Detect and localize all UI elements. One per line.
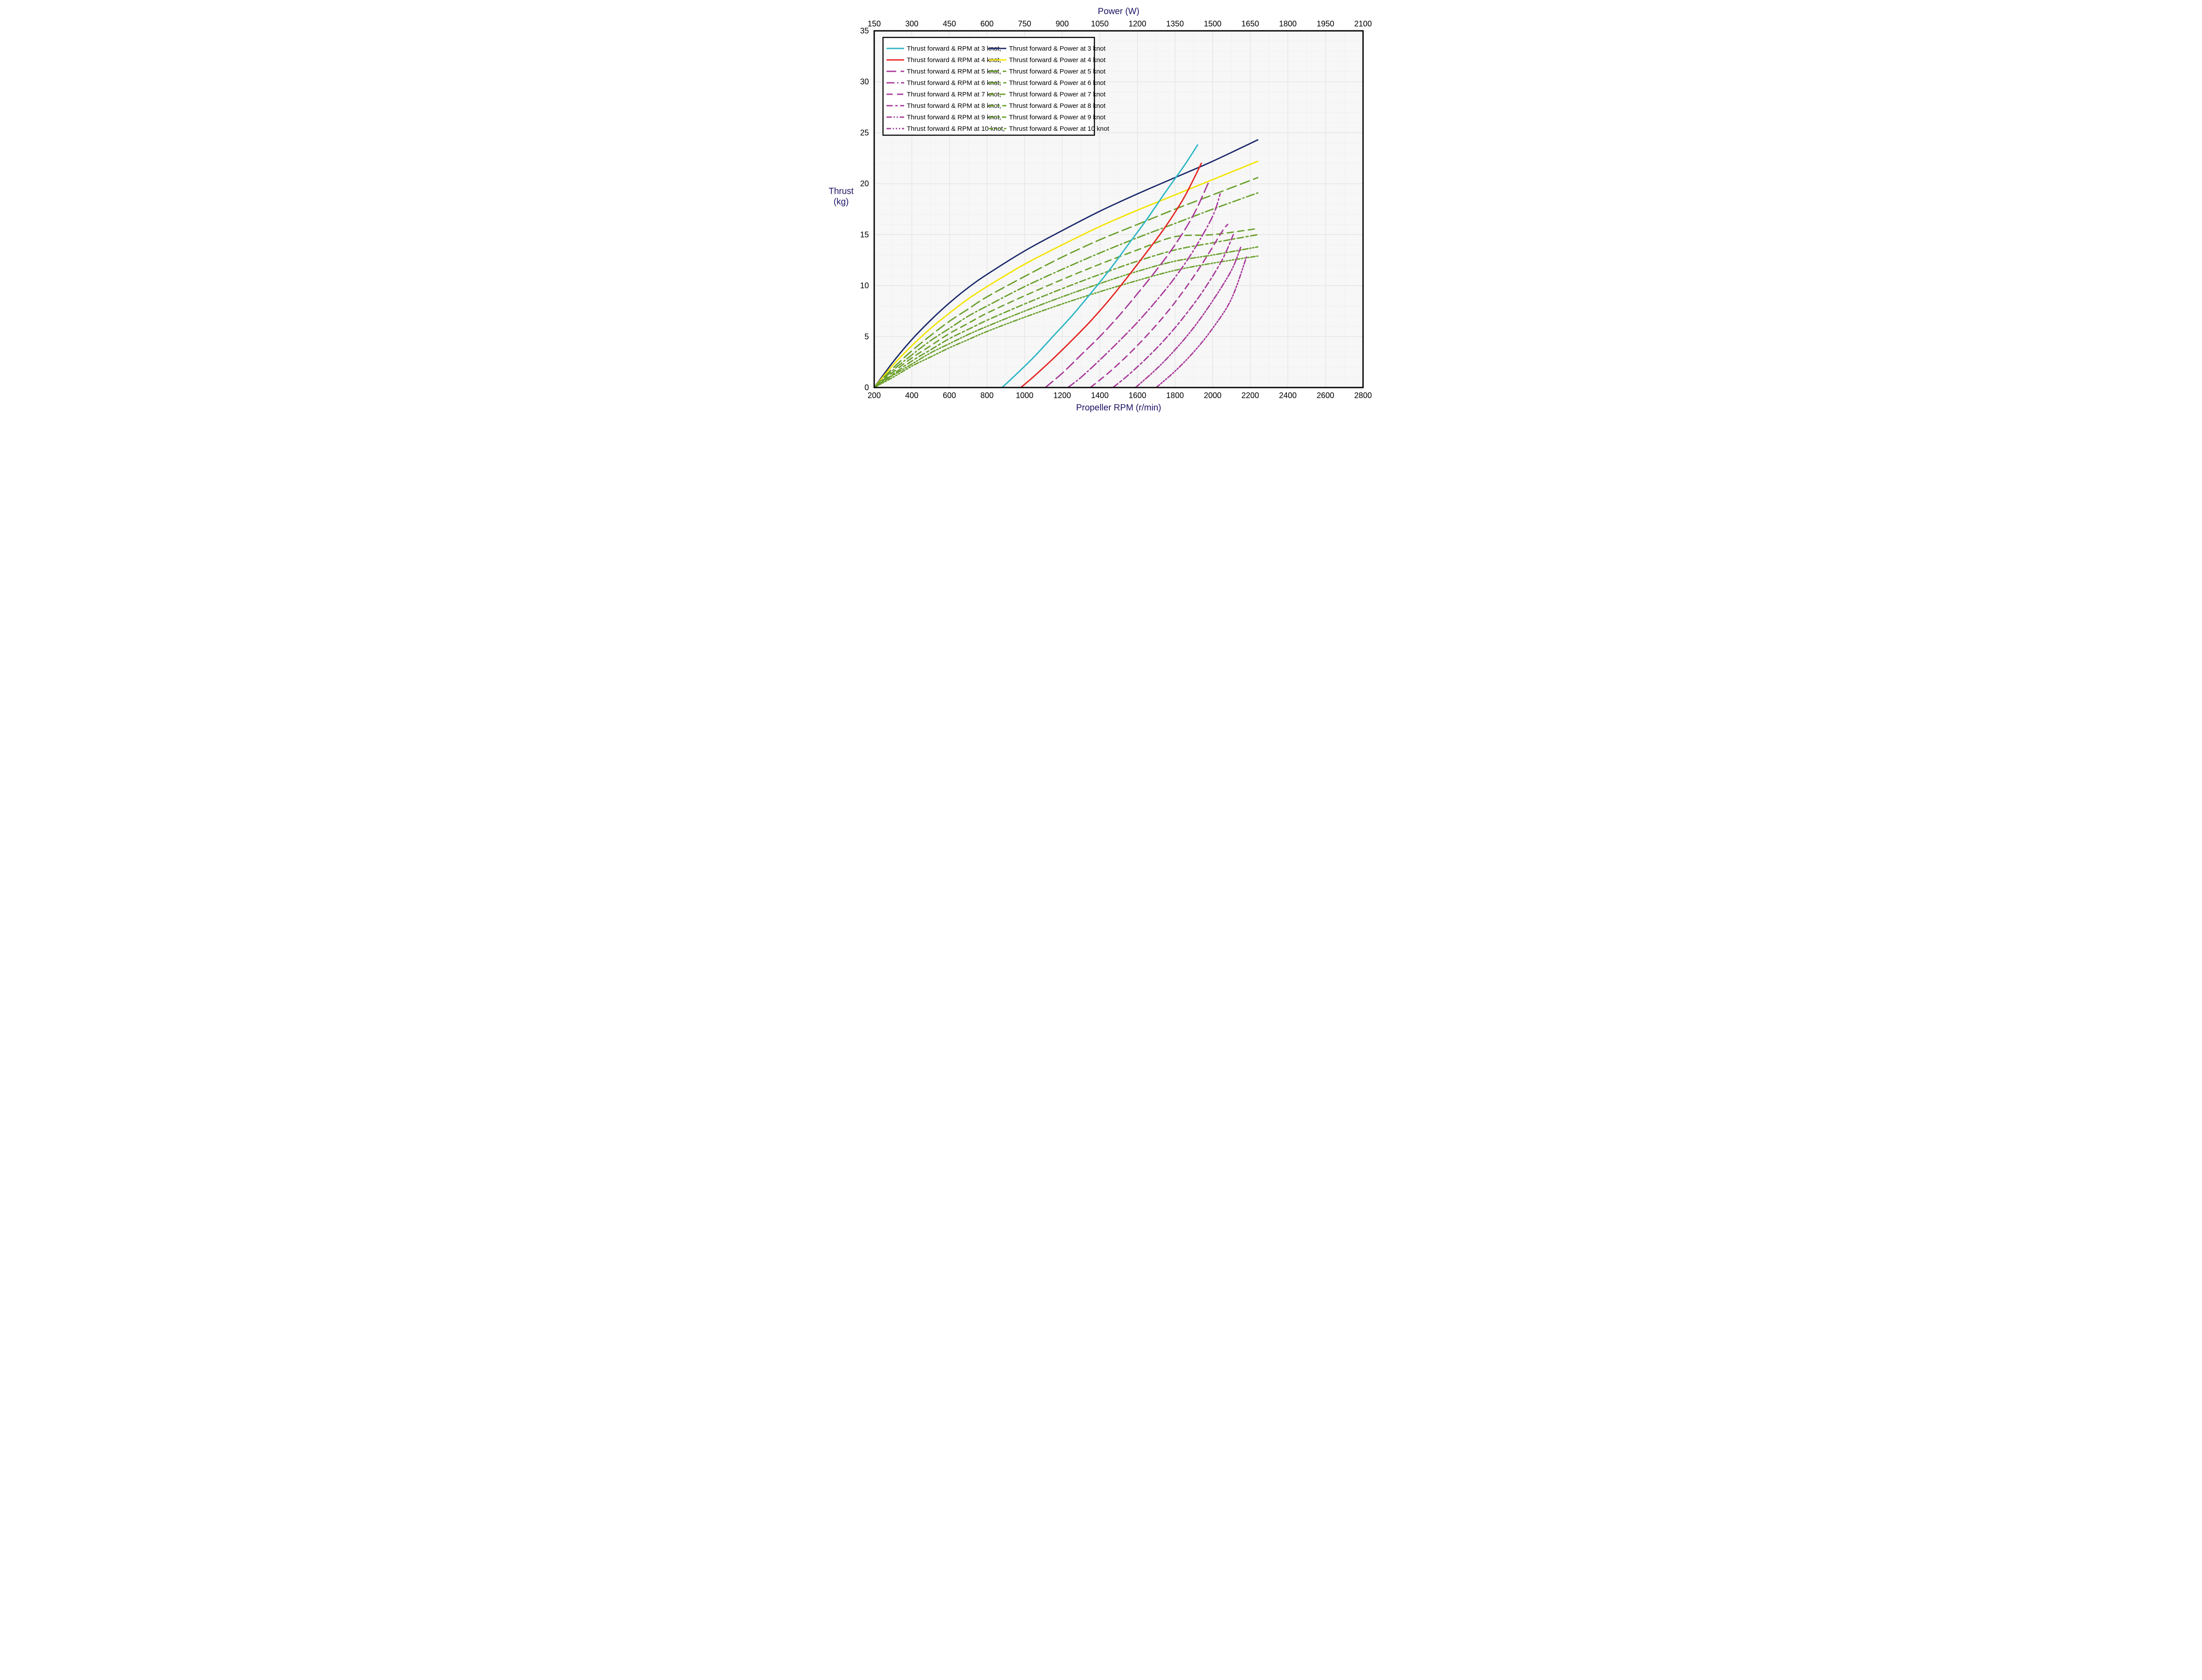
x-top-tick: 2100 [1354,19,1372,28]
legend-label: Thrust forward & Power at 10 knot [1009,125,1109,133]
x-top-tick: 1050 [1091,19,1108,28]
thrust-chart: 2004006008001000120014001600180020002200… [826,0,1376,423]
legend-label: Thrust forward & Power at 7 knot [1009,91,1106,98]
y-tick: 20 [860,179,869,188]
x-bottom-tick: 2000 [1204,391,1221,400]
x-bottom-tick: 2800 [1354,391,1372,400]
x-bottom-tick: 1600 [1129,391,1146,400]
x-top-tick: 1800 [1279,19,1297,28]
x-top-tick: 300 [905,19,918,28]
x-top-tick: 600 [980,19,994,28]
x-bottom-tick: 1200 [1053,391,1071,400]
y-tick: 30 [860,78,869,86]
x-top-tick: 1350 [1166,19,1184,28]
x-top-tick: 900 [1056,19,1069,28]
legend-label: Thrust forward & RPM at 6 knot, [907,79,1001,87]
y-tick: 10 [860,281,869,290]
x-top-tick: 750 [1018,19,1031,28]
legend-label: Thrust forward & RPM at 5 knot, [907,68,1001,75]
legend: Thrust forward & RPM at 3 knot, Thrust fo… [883,37,1109,135]
x-top-tick: 150 [868,19,881,28]
y-tick: 35 [860,26,869,35]
x-top-tick: 450 [943,19,956,28]
legend-label: Thrust forward & Power at 5 knot [1009,68,1106,75]
x-bottom-tick: 200 [868,391,881,400]
x-bottom-tick: 800 [980,391,994,400]
legend-label: Thrust forward & RPM at 7 knot, [907,91,1001,98]
legend-label: Thrust forward & Power at 6 knot [1009,79,1106,87]
y-title-line2: (kg) [834,197,849,207]
y-title-line1: Thrust [829,186,854,196]
chart-svg: 2004006008001000120014001600180020002200… [826,0,1376,423]
x-bottom-tick: 2600 [1317,391,1334,400]
x-top-title: Power (W) [1098,7,1139,16]
x-top-tick: 1500 [1204,19,1221,28]
x-bottom-tick: 2400 [1279,391,1297,400]
y-tick: 0 [865,383,869,392]
y-tick: 25 [860,128,869,137]
x-top-tick: 1650 [1241,19,1259,28]
y-tick: 5 [865,332,869,341]
x-bottom-title: Propeller RPM (r/min) [1076,403,1161,413]
x-bottom-tick: 2200 [1241,391,1259,400]
legend-label: Thrust forward & RPM at 3 knot, [907,45,1001,52]
legend-label: Thrust forward & RPM at 9 knot, [907,114,1001,121]
legend-label: Thrust forward & Power at 3 knot [1009,45,1106,52]
legend-label: Thrust forward & RPM at 4 knot, [907,56,1001,64]
legend-label: Thrust forward & Power at 8 knot [1009,102,1106,110]
x-top-tick: 1200 [1129,19,1146,28]
x-bottom-tick: 1800 [1166,391,1184,400]
y-tick: 15 [860,230,869,239]
x-bottom-tick: 600 [943,391,956,400]
x-bottom-tick: 1000 [1016,391,1034,400]
legend-label: Thrust forward & Power at 9 knot [1009,114,1106,121]
legend-label: Thrust forward & Power at 4 knot [1009,56,1106,64]
x-bottom-tick: 400 [905,391,918,400]
legend-label: Thrust forward & RPM at 8 knot, [907,102,1001,110]
x-top-tick: 1950 [1317,19,1334,28]
x-bottom-tick: 1400 [1091,391,1108,400]
